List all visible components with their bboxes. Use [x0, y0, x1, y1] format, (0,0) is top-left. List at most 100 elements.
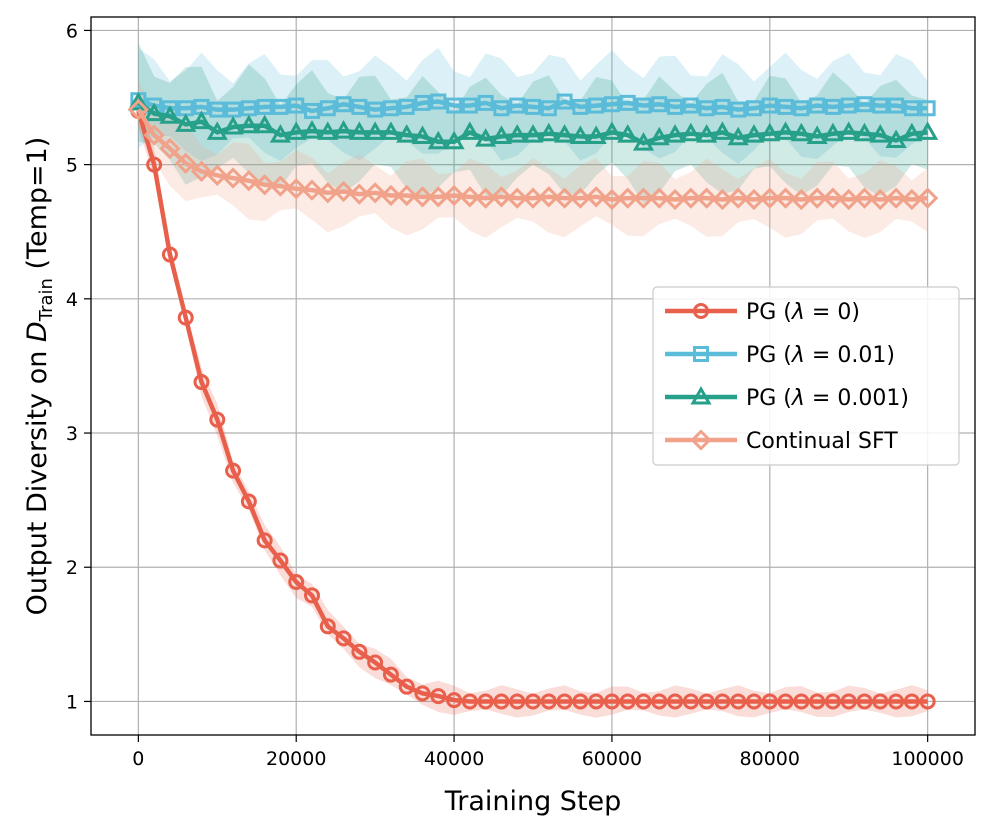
data-point-square: [414, 94, 431, 111]
data-point-triangle: [285, 121, 307, 140]
data-point-circle: [714, 693, 731, 710]
data-point-circle: [319, 618, 336, 635]
data-point-triangle: [348, 121, 370, 140]
data-point-triangle: [222, 116, 244, 135]
data-point-triangle: [790, 122, 812, 142]
data-point-diamond: [711, 188, 734, 211]
data-point-diamond: [838, 188, 860, 211]
y-tick-label: 6: [66, 20, 78, 42]
data-point-circle: [477, 693, 494, 710]
data-point-diamond: [553, 187, 576, 209]
data-point-circle: [209, 411, 226, 428]
data-point-square: [730, 101, 747, 118]
series-lines: [127, 91, 939, 710]
data-point-square: [461, 97, 478, 114]
legend-label: PG (λ = 0.01): [746, 343, 895, 368]
data-point-circle: [651, 693, 668, 710]
data-point-triangle: [664, 124, 686, 143]
data-point-square: [304, 102, 320, 119]
data-point-triangle: [175, 113, 197, 132]
data-point-diamond: [348, 183, 370, 205]
legend-marker-diamond: [690, 429, 712, 451]
data-point-triangle: [617, 124, 639, 143]
x-tick-label: 100000: [891, 748, 964, 770]
data-point-diamond: [759, 187, 781, 209]
data-point-square: [572, 98, 589, 115]
data-point-circle: [572, 693, 589, 710]
data-point-square: [335, 96, 352, 113]
data-point-triangle: [159, 105, 181, 124]
data-point-circle: [540, 693, 557, 710]
plot-frame: [90, 16, 976, 736]
data-point-square: [351, 98, 368, 115]
data-point-square: [840, 97, 857, 114]
data-point-diamond: [806, 187, 828, 209]
data-point-triangle: [696, 124, 718, 143]
data-point-circle: [635, 693, 652, 710]
legend-label-rest: = 0.01): [805, 343, 895, 368]
data-point-diamond: [538, 186, 560, 208]
data-point-circle: [304, 587, 320, 604]
data-point-square: [777, 98, 794, 115]
data-point-square: [430, 93, 447, 110]
legend-item-circle: PG (λ = 0): [665, 300, 860, 325]
data-point-square: [540, 100, 557, 117]
data-point-square: [856, 96, 873, 113]
y-axis-title: Output Diversity on DTrain (Temp=1): [22, 137, 57, 616]
data-point-triangle: [190, 110, 213, 130]
y-axis-title-symbol: D: [22, 321, 53, 342]
legend-label: PG (λ = 0): [746, 300, 860, 325]
data-point-diamond: [301, 179, 323, 201]
data-point-square: [288, 97, 305, 114]
data-point-triangle: [853, 122, 876, 142]
legend-item-diamond: Continual SFT: [665, 429, 898, 454]
data-point-triangle: [538, 122, 560, 142]
data-point-triangle: [759, 122, 781, 142]
data-point-circle: [177, 309, 194, 326]
data-point-circle: [525, 693, 541, 710]
data-point-diamond: [664, 188, 686, 211]
data-point-diamond: [332, 180, 355, 203]
axis-ticks: 0 20000 40000 60000 80000 100000 1 2 3 4 5 6: [66, 20, 964, 770]
data-point-diamond: [822, 187, 844, 209]
data-point-square: [556, 93, 573, 110]
legend-label-prefix: PG (: [746, 343, 792, 368]
data-point-circle: [793, 693, 810, 710]
data-point-square: [619, 94, 636, 111]
series-line-diamond: [136, 108, 928, 202]
data-point-circle: [746, 693, 762, 710]
x-tick-label: 20000: [266, 748, 326, 770]
data-point-triangle: [380, 121, 402, 140]
data-point-diamond: [459, 186, 481, 208]
legend-label-lambda: λ: [791, 386, 805, 411]
data-point-triangle: [838, 121, 860, 140]
data-point-diamond: [680, 187, 702, 209]
data-point-triangle: [522, 124, 544, 143]
data-point-square: [525, 98, 541, 115]
data-point-circle: [335, 630, 352, 647]
data-point-triangle: [553, 124, 576, 143]
data-point-circle: [493, 693, 510, 710]
series-triangle: [127, 91, 939, 151]
data-point-triangle: [743, 124, 765, 143]
data-point-diamond: [585, 186, 607, 208]
data-point-diamond: [617, 187, 639, 209]
data-point-circle: [698, 693, 715, 710]
data-point-triangle: [396, 124, 418, 143]
data-point-circle: [225, 462, 242, 479]
data-point-triangle: [506, 124, 528, 143]
data-point-circle: [272, 552, 289, 569]
data-point-diamond: [254, 174, 276, 196]
series-circle: [130, 102, 936, 710]
data-point-square: [635, 97, 652, 114]
data-point-circle: [603, 693, 620, 710]
data-point-circle: [888, 693, 905, 710]
y-tick-label: 5: [66, 155, 78, 177]
data-point-triangle: [475, 128, 497, 147]
data-point-diamond: [853, 187, 876, 209]
data-point-square: [761, 97, 778, 114]
y-axis-title-prefix: Output Diversity on: [22, 342, 53, 615]
data-point-diamond: [238, 170, 260, 192]
legend-item-square: PG (λ = 0.01): [665, 343, 895, 368]
